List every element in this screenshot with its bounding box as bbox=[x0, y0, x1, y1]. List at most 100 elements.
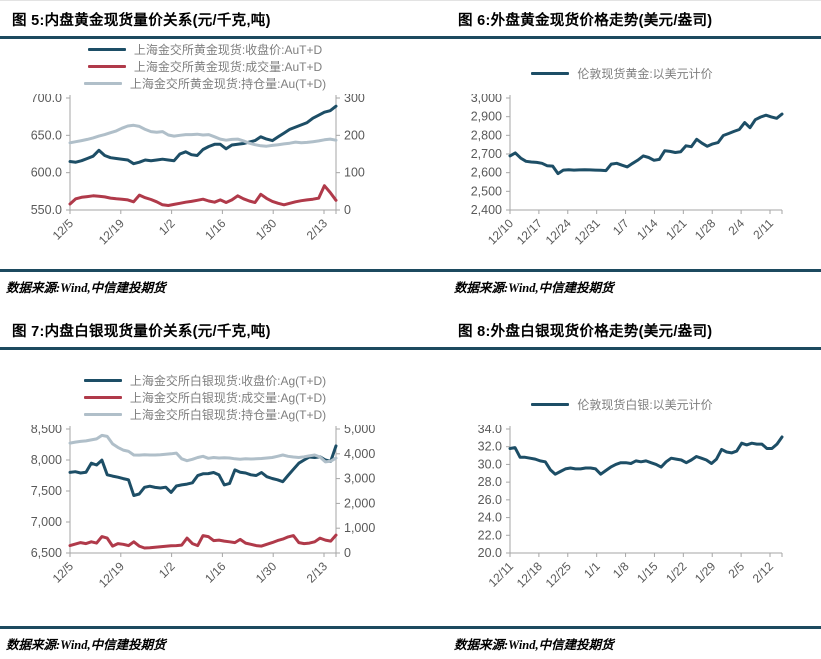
svg-text:2,700: 2,700 bbox=[471, 147, 502, 161]
svg-text:12/5: 12/5 bbox=[50, 559, 77, 586]
svg-text:1/21: 1/21 bbox=[663, 216, 690, 243]
series-line bbox=[68, 123, 338, 148]
chart-legend: 伦敦现货黄金:以美元计价 bbox=[424, 65, 820, 82]
figure-8-line-plot: 20.022.024.026.028.030.032.034.012/1112/… bbox=[478, 425, 784, 590]
svg-text:6,500: 6,500 bbox=[31, 546, 62, 560]
legend-label: 上海金交所黄金现货:收盘价:AuT+D bbox=[133, 43, 323, 57]
svg-text:0: 0 bbox=[344, 546, 351, 560]
legend-item: 上海金交所黄金现货:成交量:AuT+D bbox=[87, 58, 323, 75]
svg-text:1/22: 1/22 bbox=[663, 559, 690, 586]
figure-7-chart: 上海金交所白银现货:收盘价:Ag(T+D) 上海金交所白银现货:成交量:Ag(T+… bbox=[0, 350, 410, 617]
figure-8-chart: 伦敦现货白银:以美元计价 20.0 22.0 24.0 26.0 28.0 30.0 32.0… bbox=[424, 350, 820, 617]
svg-text:7,500: 7,500 bbox=[31, 484, 62, 498]
svg-text:12/25: 12/25 bbox=[543, 559, 574, 590]
figure-6-line-plot: 2,400 2,500 2,600 2,700 2,800 2,900 3,000 12/10… bbox=[471, 94, 784, 247]
svg-text:2,000: 2,000 bbox=[344, 496, 375, 510]
svg-text:12/10: 12/10 bbox=[485, 216, 516, 247]
legend-item: 上海金交所白银现货:持仓量:Ag(T+D) bbox=[83, 406, 327, 423]
svg-text:7,000: 7,000 bbox=[31, 515, 62, 529]
svg-text:12/19: 12/19 bbox=[96, 216, 127, 247]
series-line bbox=[68, 184, 338, 207]
series-line bbox=[508, 435, 784, 476]
svg-text:2/12: 2/12 bbox=[750, 559, 777, 586]
svg-text:2,400: 2,400 bbox=[471, 203, 502, 217]
svg-text:4,000: 4,000 bbox=[344, 447, 375, 461]
svg-text:12/31: 12/31 bbox=[572, 216, 603, 247]
svg-text:1/16: 1/16 bbox=[202, 216, 229, 243]
svg-text:600.0: 600.0 bbox=[31, 166, 62, 180]
svg-text:20.0: 20.0 bbox=[478, 546, 502, 560]
legend-label: 伦敦现货白银:以美元计价 bbox=[577, 398, 713, 412]
series-line bbox=[68, 433, 338, 464]
svg-text:1/30: 1/30 bbox=[253, 559, 280, 586]
svg-text:12/19: 12/19 bbox=[96, 559, 127, 590]
svg-text:1/30: 1/30 bbox=[253, 216, 280, 243]
chart-legend: 上海金交所白银现货:收盘价:Ag(T+D) 上海金交所白银现货:成交量:Ag(T+… bbox=[0, 372, 410, 423]
legend-line-marker bbox=[87, 47, 126, 52]
svg-text:2,800: 2,800 bbox=[471, 128, 502, 142]
titles-row-2: 图 7:内盘白银现货量价关系(元/千克,吨) 图 8:外盘白银现货价格走势(美元… bbox=[0, 302, 821, 350]
figure-8-source: 数据来源:Wind,中信建投期货 bbox=[454, 638, 614, 652]
svg-text:12/5: 12/5 bbox=[50, 216, 77, 243]
svg-text:2,900: 2,900 bbox=[471, 110, 502, 124]
figure-5-source: 数据来源:Wind,中信建投期货 bbox=[6, 281, 166, 295]
figure-8-title: 图 8:外盘白银现货价格走势(美元/盎司) bbox=[458, 324, 713, 340]
svg-text:1/16: 1/16 bbox=[202, 559, 229, 586]
svg-text:2/11: 2/11 bbox=[750, 216, 776, 242]
svg-text:8,000: 8,000 bbox=[31, 453, 62, 467]
chart-legend: 伦敦现货白银:以美元计价 bbox=[424, 396, 820, 413]
chart-legend: 上海金交所黄金现货:收盘价:AuT+D 上海金交所黄金现货:成交量:AuT+D 上海… bbox=[0, 41, 410, 92]
svg-text:3,000: 3,000 bbox=[471, 94, 502, 105]
svg-text:32.0: 32.0 bbox=[478, 440, 502, 454]
svg-text:3,000: 3,000 bbox=[344, 472, 375, 486]
figure-7-source: 数据来源:Wind,中信建投期货 bbox=[6, 638, 166, 652]
legend-label: 上海金交所白银现货:收盘价:Ag(T+D) bbox=[129, 374, 327, 388]
svg-text:200: 200 bbox=[344, 128, 365, 142]
svg-text:12/24: 12/24 bbox=[543, 216, 574, 247]
figure-5-chart: 上海金交所黄金现货:收盘价:AuT+D 上海金交所黄金现货:成交量:AuT+D 上海… bbox=[0, 39, 410, 264]
svg-text:12/11: 12/11 bbox=[486, 559, 517, 590]
legend-line-marker bbox=[83, 412, 122, 417]
svg-text:550.0: 550.0 bbox=[31, 203, 62, 217]
svg-text:700.0: 700.0 bbox=[31, 94, 62, 105]
svg-text:1/1: 1/1 bbox=[581, 559, 603, 581]
legend-line-marker bbox=[83, 378, 122, 383]
series-line bbox=[68, 533, 338, 550]
figure-7-line-plot: 6,500 7,000 7,500 8,000 8,500 0 1,000 2,000 3,00… bbox=[31, 425, 376, 590]
svg-text:1/29: 1/29 bbox=[692, 559, 719, 586]
series-line bbox=[68, 444, 338, 497]
legend-label: 上海金交所白银现货:成交量:Ag(T+D) bbox=[129, 391, 327, 405]
svg-text:22.0: 22.0 bbox=[478, 528, 502, 542]
svg-text:0: 0 bbox=[344, 203, 351, 217]
svg-text:2/5: 2/5 bbox=[726, 559, 748, 581]
series-line bbox=[68, 104, 338, 166]
svg-text:12/18: 12/18 bbox=[514, 559, 545, 590]
svg-text:300: 300 bbox=[344, 94, 365, 105]
legend-label: 上海金交所白银现货:持仓量:Ag(T+D) bbox=[129, 408, 327, 422]
svg-text:12/17: 12/17 bbox=[514, 216, 545, 247]
svg-text:2/13: 2/13 bbox=[304, 559, 331, 586]
svg-text:30.0: 30.0 bbox=[478, 457, 502, 471]
legend-label: 伦敦现货黄金:以美元计价 bbox=[577, 67, 713, 81]
source-row-1: 数据来源:Wind,中信建投期货 数据来源:Wind,中信建投期货 bbox=[0, 269, 821, 302]
legend-line-marker bbox=[83, 395, 122, 400]
legend-item: 上海金交所黄金现货:持仓量:Au(T+D) bbox=[83, 75, 327, 92]
legend-label: 上海金交所黄金现货:持仓量:Au(T+D) bbox=[129, 77, 327, 91]
legend-label: 上海金交所黄金现货:成交量:AuT+D bbox=[133, 60, 323, 74]
charts-row-2: 上海金交所白银现货:收盘价:Ag(T+D) 上海金交所白银现货:成交量:Ag(T+… bbox=[0, 350, 821, 626]
svg-text:5,000: 5,000 bbox=[344, 425, 375, 436]
svg-text:8,500: 8,500 bbox=[31, 425, 62, 436]
svg-text:2/4: 2/4 bbox=[726, 216, 748, 238]
figure-7-title: 图 7:内盘白银现货量价关系(元/千克,吨) bbox=[12, 324, 271, 340]
figure-6-title: 图 6:外盘黄金现货价格走势(美元/盎司) bbox=[458, 13, 713, 29]
svg-text:2/13: 2/13 bbox=[304, 216, 331, 243]
legend-item: 上海金交所白银现货:收盘价:Ag(T+D) bbox=[83, 372, 327, 389]
source-row-2: 数据来源:Wind,中信建投期货 数据来源:Wind,中信建投期货 bbox=[0, 626, 821, 659]
svg-text:26.0: 26.0 bbox=[478, 493, 502, 507]
series-line bbox=[508, 112, 784, 176]
svg-text:24.0: 24.0 bbox=[478, 511, 502, 525]
legend-line-marker bbox=[531, 71, 570, 76]
svg-text:1/7: 1/7 bbox=[610, 216, 632, 238]
svg-text:1/2: 1/2 bbox=[156, 559, 178, 581]
